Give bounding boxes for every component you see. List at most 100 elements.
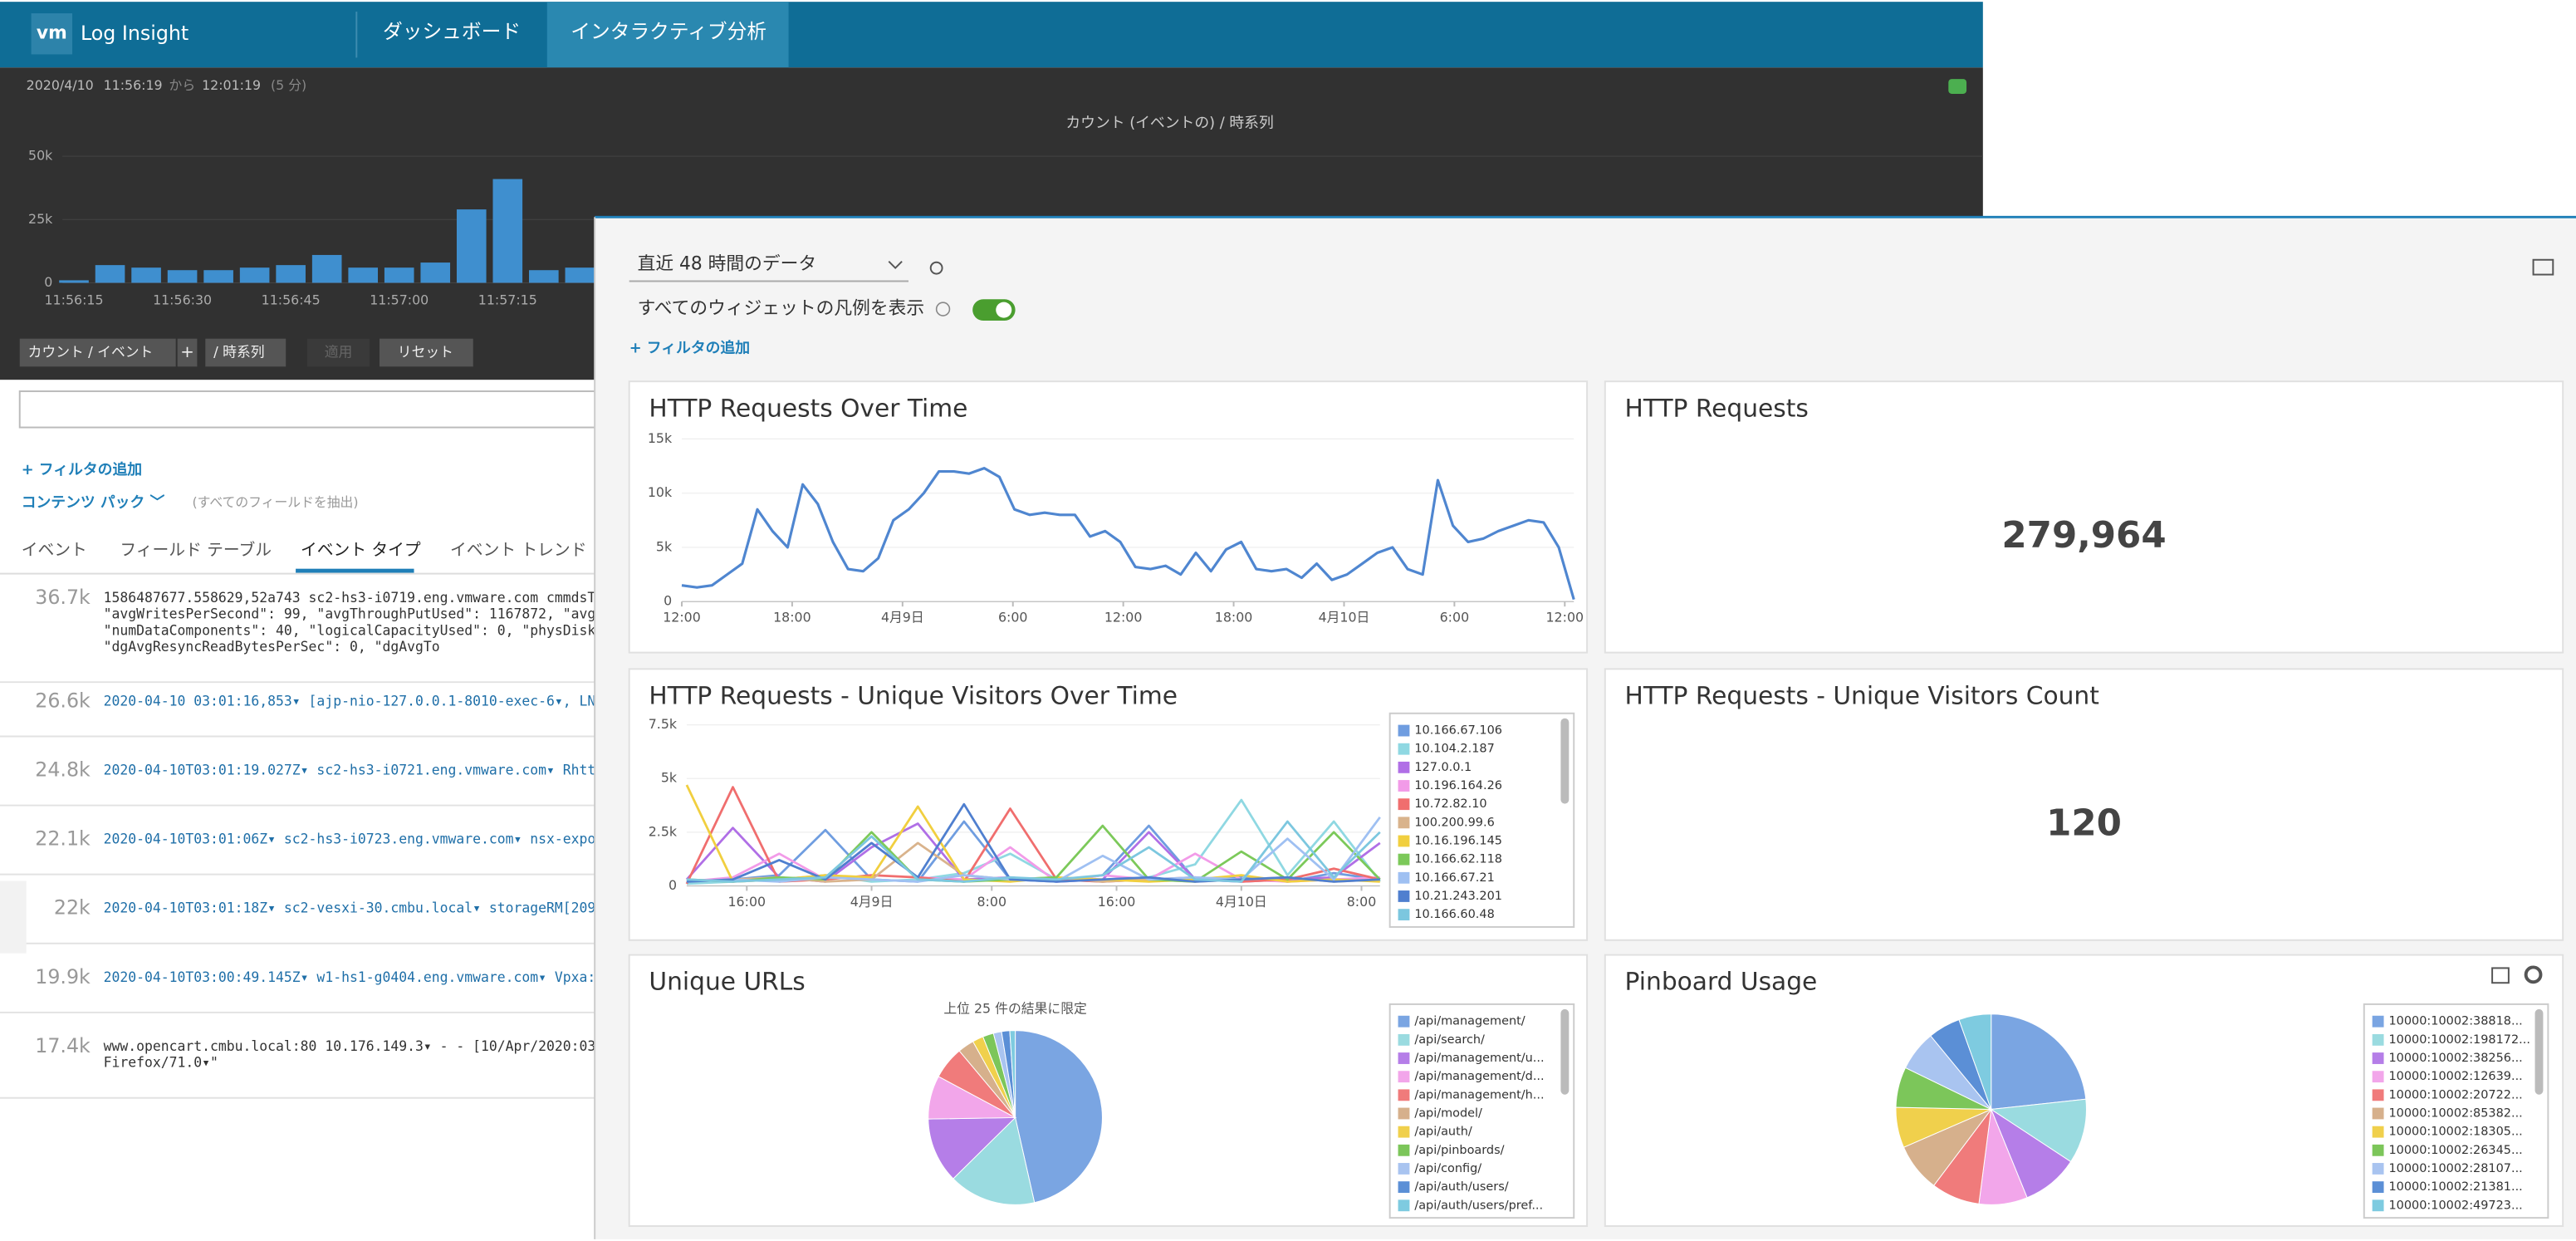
apply-button[interactable]: 適用	[325, 344, 353, 361]
widget-card	[1604, 668, 2564, 941]
bar	[420, 262, 451, 283]
bar	[131, 267, 161, 283]
line	[681, 467, 1575, 601]
tab[interactable]: イベント トレンド	[450, 540, 586, 559]
legend-swatch	[2372, 1015, 2384, 1028]
tab[interactable]: フィールド テーブル	[120, 540, 272, 559]
pie-slice	[1958, 1013, 1992, 1110]
start-date: 2020/4/10	[27, 77, 94, 93]
pie-slice	[1015, 1030, 1103, 1204]
widget-title: HTTP Requests - Unique Visitors Over Tim…	[649, 680, 1178, 709]
x-tick-label: 12:00	[1104, 610, 1143, 625]
tab[interactable]: イベント タイプ	[301, 540, 421, 559]
bar	[311, 254, 342, 283]
legend-swatch	[1398, 1163, 1410, 1175]
active-tab-bg	[546, 2, 789, 68]
dropdown-arrow[interactable]	[888, 261, 903, 270]
legend-swatch	[2372, 1126, 2384, 1138]
line	[686, 802, 1380, 883]
legend-label: /api/management/d...	[1414, 1070, 1544, 1083]
legend-label: 10000:10002:38818...	[2388, 1015, 2522, 1028]
legend-swatch	[1398, 890, 1410, 902]
present-icon[interactable]	[2532, 258, 2554, 276]
widgets: HTTP Requests Over Time 0 5k 10k 15k 12:00 18:…	[628, 380, 2564, 1227]
widget: Pinboard Usage 10000:10002:38818... 10000:…	[1604, 954, 2564, 1227]
refresh-icon[interactable]	[929, 261, 943, 275]
legend-box	[1388, 1003, 1575, 1219]
plus-button[interactable]: +	[180, 342, 194, 361]
scrollbar[interactable]	[1560, 1008, 1570, 1095]
widget-title: HTTP Requests - Unique Visitors Count	[1625, 680, 2099, 709]
pie-slice	[953, 1116, 1036, 1205]
legend-label: 10.166.67.21	[1414, 871, 1494, 885]
nav-tab[interactable]: ダッシュボード	[383, 20, 521, 43]
y-tick-label: 15k	[648, 430, 673, 446]
extract-fields[interactable]: (すべてのフィールドを抽出)	[192, 494, 358, 510]
group-select[interactable]: / 時系列	[213, 344, 264, 361]
tab[interactable]: イベント	[22, 540, 87, 559]
button[interactable]	[205, 338, 286, 367]
widget-title: Unique URLs	[649, 967, 805, 996]
widget-title: HTTP Requests	[1625, 393, 1809, 422]
start-time: 11:56:19	[104, 77, 163, 93]
bar	[529, 270, 559, 283]
bar	[456, 209, 487, 283]
y-tick-label: 2.5k	[649, 823, 678, 839]
x-tick-label: 8:00	[1347, 894, 1377, 910]
event-text: "dgAvgResyncReadBytesPerSec": 0, "dgAvgT…	[104, 639, 440, 655]
legend-swatch	[1398, 1033, 1410, 1046]
legend-swatch	[1398, 1107, 1410, 1120]
legend-label: 10.166.67.106	[1414, 724, 1502, 738]
content-pack-link[interactable]: コンテンツ パック ﹀	[22, 494, 165, 512]
event-text: Firefox/71.0▾"	[104, 1055, 218, 1071]
x-tick-label: 11:57:15	[478, 292, 537, 308]
nav-tab[interactable]: インタラクティブ分析	[571, 20, 766, 43]
legend-label: /api/auth/users/	[1414, 1180, 1508, 1194]
legend-label: /api/auth/users/pref...	[1414, 1199, 1543, 1212]
add-filter-link[interactable]: + フィルタの追加	[22, 460, 142, 478]
event-count: 36.7k	[35, 586, 91, 609]
y-tick-label: 5k	[661, 770, 678, 786]
scrollbar[interactable]	[1560, 718, 1570, 804]
widget: HTTP Requests - Unique Visitors Over Tim…	[628, 668, 1589, 941]
reset-button[interactable]: リセット	[398, 344, 453, 361]
legend-label: 10000:10002:12639...	[2388, 1070, 2522, 1083]
info-icon[interactable]	[935, 302, 951, 316]
legend-label: 10.16.196.145	[1414, 834, 1502, 847]
legend-label: 10000:10002:38256...	[2388, 1052, 2522, 1065]
big-number: 279,964	[2001, 515, 2166, 557]
top-bar	[0, 2, 1983, 68]
scrollbar[interactable]	[2534, 1008, 2544, 1095]
settings-icon[interactable]	[2524, 965, 2543, 984]
camera-icon[interactable]	[1948, 79, 1967, 94]
widget-card	[1604, 380, 2564, 654]
chart-icon[interactable]	[2491, 967, 2510, 984]
time-select[interactable]: 直近 48 時間のデータ	[638, 254, 817, 275]
search-input[interactable]	[18, 390, 612, 429]
y-tick-label: 7.5k	[649, 716, 678, 732]
button[interactable]	[19, 338, 176, 367]
x-tick-label: 11:57:00	[370, 292, 429, 308]
y-tick-label: 0	[664, 593, 672, 609]
metric-select[interactable]: カウント / イベント	[28, 344, 154, 361]
x-tick-label: 11:56:30	[153, 292, 212, 308]
add-filter-link[interactable]: + フィルタの追加	[629, 339, 750, 357]
legend-box	[2363, 1003, 2549, 1219]
legend-label: 10000:10002:20722...	[2388, 1088, 2522, 1101]
legend-label: 10.196.164.26	[1414, 779, 1502, 792]
legend-swatch	[2372, 1163, 2384, 1175]
x-tick-label: 4月10日	[1216, 894, 1267, 910]
legend-swatch	[2372, 1052, 2384, 1064]
logo-box	[31, 13, 73, 55]
button[interactable]	[177, 338, 198, 367]
pie-slice	[928, 1116, 1016, 1180]
button[interactable]	[306, 338, 370, 367]
line	[686, 820, 1381, 883]
bar	[239, 267, 270, 283]
pie-slice	[1009, 1030, 1016, 1118]
legend-label: 10000:10002:26345...	[2388, 1144, 2522, 1157]
button[interactable]	[379, 338, 473, 367]
widget-title: Pinboard Usage	[1625, 967, 1818, 996]
event-count: 26.6k	[35, 689, 91, 712]
bar	[167, 270, 198, 283]
